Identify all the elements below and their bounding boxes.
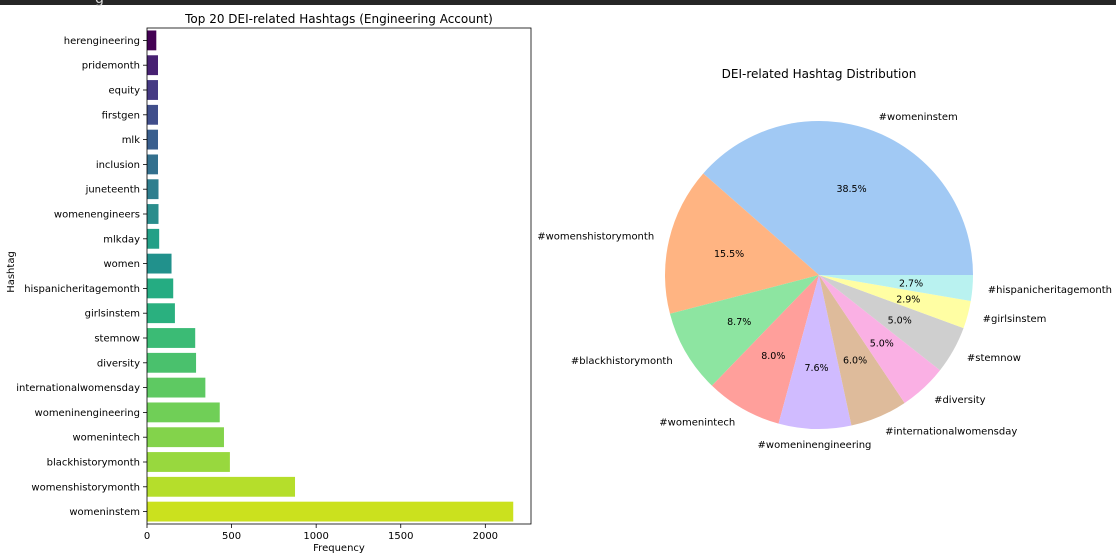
bar-juneteenth: [147, 179, 159, 200]
window-top-bar: g: [0, 0, 1116, 7]
bar-womeninstem: [147, 501, 514, 522]
bar-plot-frame: [146, 27, 532, 525]
bar-marks: [147, 30, 514, 522]
y-tick-label: internationalwomensday: [16, 383, 140, 394]
pie-percent-label: 7.6%: [804, 363, 828, 374]
bar-chart-title: Top 20 DEI-related Hashtags (Engineering…: [184, 12, 493, 26]
x-tick-label: 1000: [303, 531, 328, 542]
pie-category-label: #womeninengineering: [758, 440, 872, 451]
pie-percent-label: 5.0%: [870, 338, 894, 349]
pie-percent-label: 15.5%: [714, 249, 744, 260]
pie-slice-womeninengineering: [778, 275, 852, 429]
bar-womeninengineering: [147, 402, 220, 423]
bar-mlkday: [147, 228, 160, 249]
pie-category-label: #blackhistorymonth: [571, 356, 673, 367]
pie-percent-label: 2.7%: [899, 278, 923, 289]
bar-womenintech: [147, 427, 224, 448]
bar-firstgen: [147, 104, 158, 125]
pie-category-label: #womenshistorymonth: [537, 231, 654, 242]
x-tick-label: 1500: [388, 531, 413, 542]
bar-womenengineers: [147, 204, 159, 224]
bar-herengineering: [147, 30, 157, 51]
bar-blackhistorymonth: [147, 452, 230, 472]
y-tick-label: women: [103, 259, 140, 270]
pie-slice-blackhistorymonth: [669, 275, 819, 386]
y-tick-label: hispanicheritagemonth: [24, 284, 140, 295]
y-tick-label: diversity: [97, 358, 140, 369]
bar-internationalwomensday: [147, 377, 206, 398]
y-tick-label: firstgen: [102, 110, 140, 121]
x-tick-label: 2000: [473, 531, 498, 542]
pie-category-label: #womenintech: [659, 418, 735, 429]
y-tick-label: juneteenth: [85, 185, 140, 196]
bar-x-ticks: 0 500 1000 1500 2000: [144, 524, 498, 542]
bar-diversity: [147, 352, 197, 373]
pie-percent-label: 5.0%: [888, 316, 912, 327]
y-tick-label: pridemonth: [82, 61, 140, 72]
y-tick-label: stemnow: [94, 334, 140, 345]
bar-x-axis-label: Frequency: [313, 543, 365, 554]
pie-percent-label: 2.9%: [896, 294, 920, 305]
bar-womenshistorymonth: [147, 476, 296, 497]
y-tick-label: mlk: [122, 135, 141, 146]
pie-category-label: #womeninstem: [879, 112, 958, 123]
y-tick-label: equity: [109, 86, 141, 97]
bar-stemnow: [147, 328, 196, 348]
pie-slice-womenshistorymonth: [665, 173, 819, 314]
bar-y-axis-label: Hashtag: [6, 251, 17, 293]
pie-percent-label: 38.5%: [836, 184, 866, 195]
bar-chart: Top 20 DEI-related Hashtags (Engineering…: [6, 12, 532, 554]
pie-percent-label: 8.7%: [727, 317, 751, 328]
y-tick-label: blackhistorymonth: [47, 458, 140, 469]
bar-mlk: [147, 129, 158, 150]
y-tick-label: womeninengineering: [35, 408, 140, 419]
y-tick-label: womeninstem: [69, 507, 140, 518]
y-tick-label: girlsinstem: [85, 309, 140, 320]
y-tick-label: womenengineers: [54, 210, 140, 221]
pie-chart-title: DEI-related Hashtag Distribution: [722, 67, 917, 81]
pie-percent-label: 8.0%: [761, 351, 785, 362]
bar-inclusion: [147, 154, 158, 175]
pie-slice-womeninstem: [703, 121, 973, 275]
bar-girlsinstem: [147, 303, 175, 324]
pie-percent-label: 6.0%: [843, 356, 867, 367]
pie-slices: [665, 121, 973, 429]
pie-category-label: #diversity: [934, 395, 986, 406]
pie-slice-diversity: [819, 275, 941, 403]
bar-y-ticks: herengineering pridemonth equity firstgen ml…: [16, 36, 147, 518]
y-tick-label: womenshistorymonth: [31, 482, 140, 493]
pie-category-label: #hispanicheritagemonth: [988, 285, 1112, 296]
pie-slice-internationalwomensday: [819, 275, 905, 426]
y-tick-label: womenintech: [72, 433, 140, 444]
bar-pridemonth: [147, 55, 158, 76]
bar-hispanicheritagemonth: [147, 278, 174, 299]
bar-equity: [147, 80, 158, 100]
pie-slice-womenintech: [711, 275, 819, 424]
pie-category-label: #girlsinstem: [983, 314, 1047, 325]
pie-chart: DEI-related Hashtag Distribution 38.5% #w…: [537, 67, 1112, 451]
y-tick-label: herengineering: [64, 36, 140, 47]
y-tick-label: mlkday: [103, 234, 140, 245]
header-text-fragment: g: [95, 0, 104, 7]
pie-category-label: #stemnow: [967, 353, 1021, 364]
pie-category-label: #internationalwomensday: [885, 426, 1017, 437]
pie-slice-girlsinstem: [819, 275, 971, 329]
pie-labels: 38.5% #womeninstem 15.5% #womenshistorymont…: [537, 112, 1112, 451]
pie-slice-stemnow: [819, 275, 964, 371]
x-tick-label: 500: [222, 531, 241, 542]
pie-slice-hispanicheritagemonth: [819, 275, 973, 302]
x-tick-label: 0: [144, 531, 150, 542]
bar-women: [147, 253, 172, 274]
y-tick-label: inclusion: [96, 160, 140, 171]
